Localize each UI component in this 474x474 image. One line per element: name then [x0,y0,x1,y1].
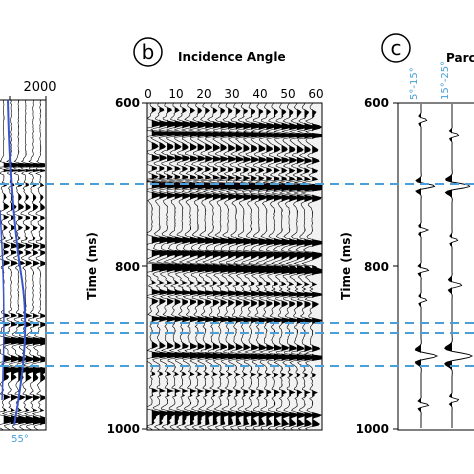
panel-a-angle-label: 55° [11,434,29,445]
panel-b-title: Incidence Angle [178,50,286,64]
panel-a: 2000 55° [0,80,57,445]
panel-a-trace-wiggle [16,100,42,430]
panel-a-top-tick: 2000 [23,80,56,95]
panel-b-x-tick: 10 [168,87,183,101]
panel-a-trace-wiggle [9,100,35,430]
panel-b-trace-wiggle [216,103,246,430]
panel-b-trace-wiggle [285,103,313,430]
panel-c-y-label: Time (ms) [339,232,353,300]
panel-b-trace-wiggle [270,103,298,430]
panel-c-y-tick-1000: 1000 [356,422,389,436]
panel-b-trace-wiggle [240,103,268,430]
panel-b-x-tick: 50 [280,87,295,101]
panel-b-trace-wiggle [293,103,321,430]
panel-b-x-tick: 0 [144,87,152,101]
panel-c-title: Parc [446,51,474,65]
horizon-lines [0,183,474,367]
panel-b-x-ticks: 0 10 20 30 40 50 60 [144,87,323,101]
panel-b-x-tick: 40 [252,87,267,101]
panel-c-y-tick-600: 600 [364,96,389,110]
panel-b: b Incidence Angle 0 10 20 30 40 50 60 600 800 … [85,37,324,436]
panel-c-angle-label-1: 5°-15° [409,67,420,100]
panel-c-waveform-2 [444,104,474,428]
panel-a-trace-wiggle [23,100,45,430]
panel-b-y-tick-1000: 1000 [107,422,140,436]
panel-c-angle-label-2: 15°-25° [440,61,451,100]
panel-a-trace-wiggle [30,100,45,430]
panel-c-y-ticks: 600 800 1000 [356,96,398,436]
panel-a-trace-fill [40,100,45,430]
panel-b-trace-wiggle [255,103,283,430]
panel-b-trace-wiggle [278,103,305,430]
panel-b-y-ticks: 600 800 1000 [107,96,147,436]
panel-b-y-tick-800: 800 [115,260,140,274]
panel-c-frame [397,102,474,431]
panel-a-frame [0,99,47,431]
panel-c-letter-circle [381,33,411,63]
panel-b-trace-wiggle [207,103,238,430]
panel-b-trace-wiggle [247,103,276,430]
panel-b-trace-wiggle [225,103,253,430]
panel-b-y-tick-600: 600 [115,96,140,110]
panel-c-letter: c [391,36,402,60]
panel-c-waveform-fill [444,104,452,428]
panel-b-y-label: Time (ms) [85,232,99,300]
panel-b-letter-circle [133,37,163,67]
panel-b-x-tick: 20 [196,87,211,101]
panel-b-letter: b [142,40,155,64]
panel-b-trace-wiggle [262,103,291,430]
panel-a-seismic-traces [0,100,45,430]
velocity-curve-2 [0,209,5,401]
panel-c: c Parc 5°-15° 15°-25° 600 800 1000 Time … [339,33,474,436]
panel-c-waveforms [414,104,474,428]
panel-b-x-tick: 60 [308,87,323,101]
panel-b-trace-wiggle [301,103,322,430]
panel-a-trace-wiggle [1,100,27,430]
panel-b-trace-wiggle [232,103,261,430]
panel-c-waveform-1 [414,104,439,428]
panel-c-y-tick-800: 800 [364,260,389,274]
panel-b-x-tick: 30 [224,87,239,101]
velocity-curve [7,99,27,426]
